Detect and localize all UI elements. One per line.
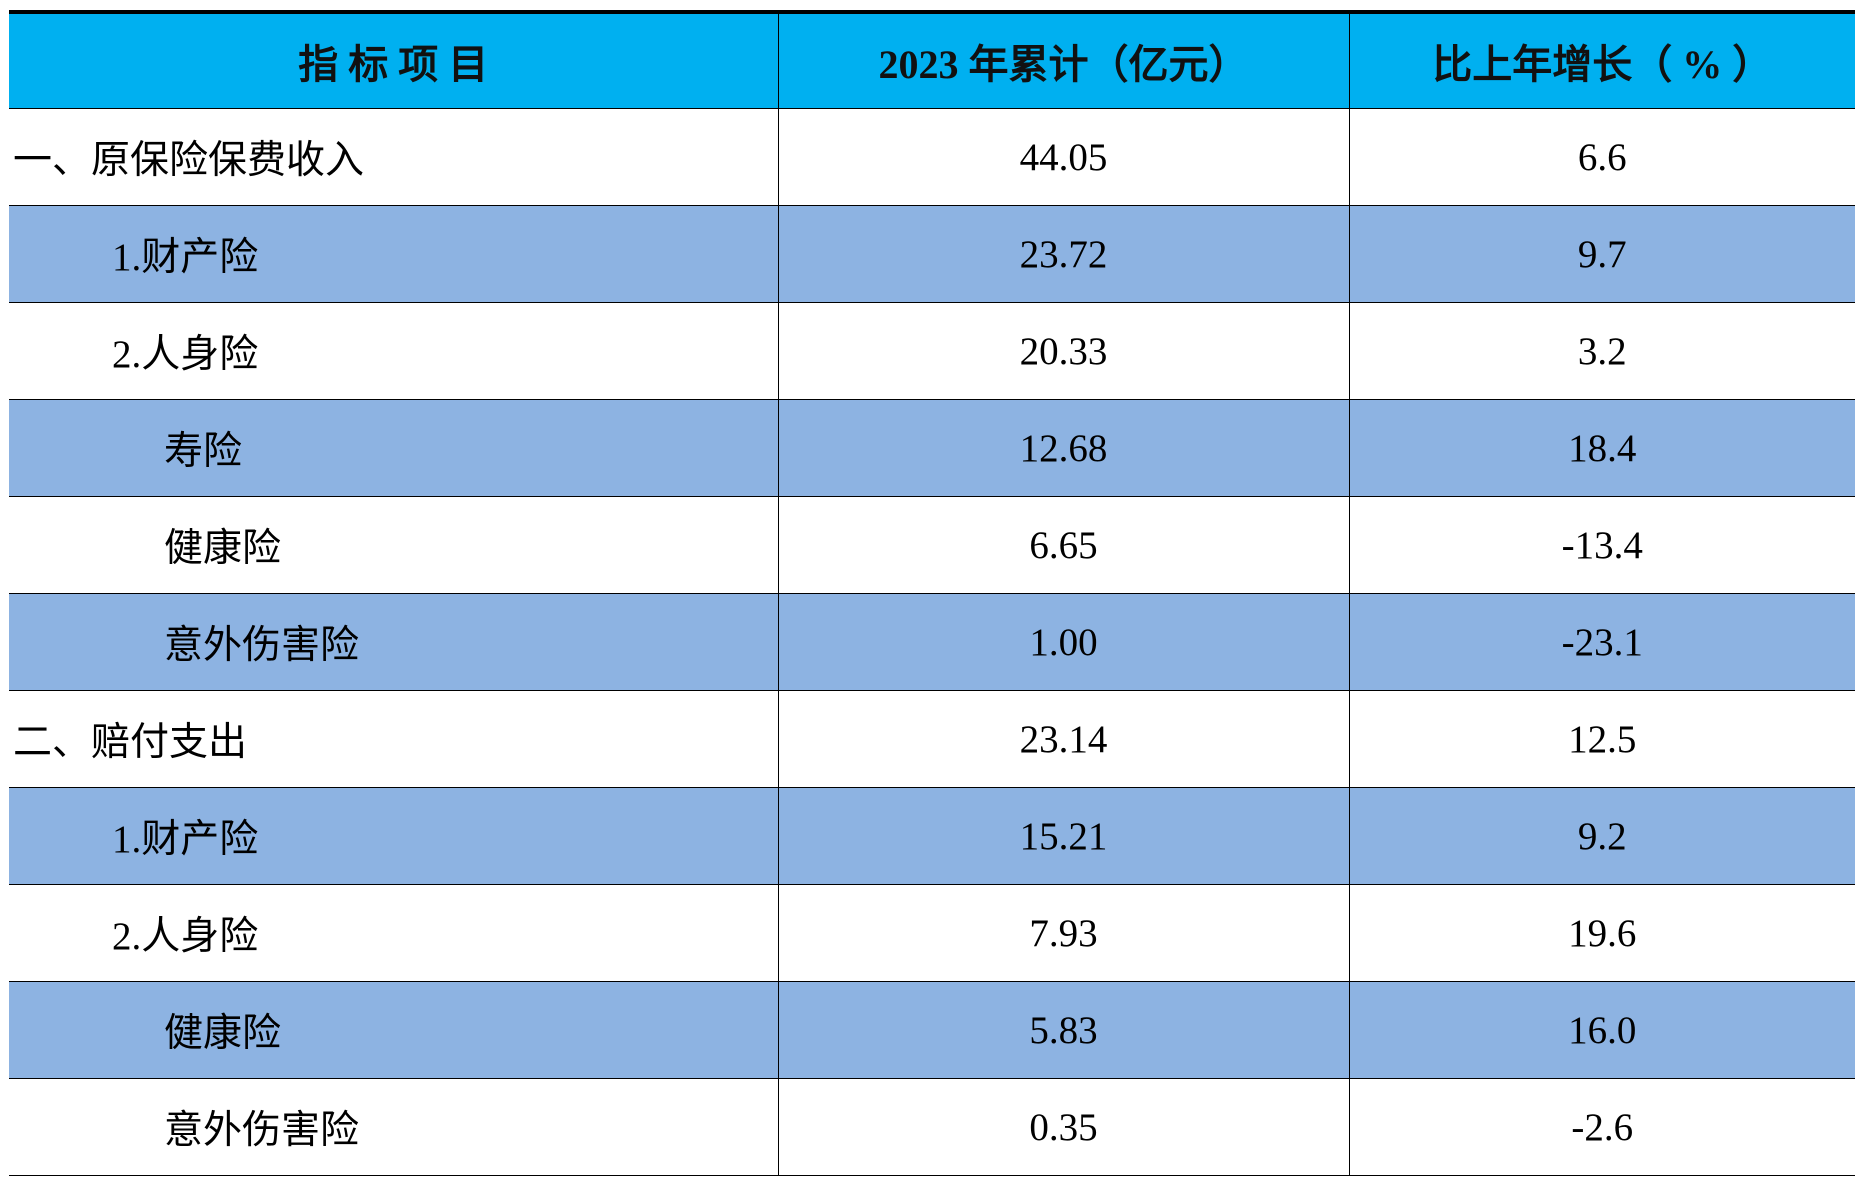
table-row: 意外伤害险 1.00 -23.1 bbox=[9, 593, 1855, 691]
value-cell: 6.65 bbox=[777, 496, 1349, 594]
item-cell: 2.人身险 bbox=[9, 884, 778, 982]
table-row: 健康险 5.83 16.0 bbox=[9, 981, 1855, 1079]
value-cell: 0.35 bbox=[777, 1078, 1349, 1176]
item-cell: 二、赔付支出 bbox=[9, 690, 778, 788]
table-row: 1.财产险 15.21 9.2 bbox=[9, 787, 1855, 885]
item-cell: 1.财产险 bbox=[9, 787, 778, 885]
value-cell: 5.83 bbox=[777, 981, 1349, 1079]
table-row: 健康险 6.65 -13.4 bbox=[9, 496, 1855, 594]
table-row: 2.人身险 7.93 19.6 bbox=[9, 884, 1855, 982]
table-row: 寿险 12.68 18.4 bbox=[9, 399, 1855, 497]
value-cell: 6.6 bbox=[1348, 108, 1855, 206]
value-cell: -23.1 bbox=[1348, 593, 1855, 691]
value-cell: 1.00 bbox=[777, 593, 1349, 691]
header-row: 指 标 项 目 2023 年累计（亿元） 比上年增长（ % ） bbox=[9, 12, 1855, 109]
header-cell: 比上年增长（ % ） bbox=[1348, 12, 1855, 109]
item-cell: 健康险 bbox=[9, 496, 778, 594]
value-cell: 23.14 bbox=[777, 690, 1349, 788]
item-cell: 健康险 bbox=[9, 981, 778, 1079]
value-cell: 20.33 bbox=[777, 302, 1349, 400]
value-cell: 44.05 bbox=[777, 108, 1349, 206]
item-cell: 意外伤害险 bbox=[9, 593, 778, 691]
table-row: 意外伤害险 0.35 -2.6 bbox=[9, 1078, 1855, 1176]
value-cell: -2.6 bbox=[1348, 1078, 1855, 1176]
item-cell: 一、原保险保费收入 bbox=[9, 108, 778, 206]
table-row: 2.人身险 20.33 3.2 bbox=[9, 302, 1855, 400]
item-cell: 寿险 bbox=[9, 399, 778, 497]
value-cell: 7.93 bbox=[777, 884, 1349, 982]
item-cell: 意外伤害险 bbox=[9, 1078, 778, 1176]
value-cell: 9.7 bbox=[1348, 205, 1855, 303]
value-cell: 3.2 bbox=[1348, 302, 1855, 400]
value-cell: 19.6 bbox=[1348, 884, 1855, 982]
table-row: 一、原保险保费收入 44.05 6.6 bbox=[9, 108, 1855, 206]
value-cell: 15.21 bbox=[777, 787, 1349, 885]
header-cell: 2023 年累计（亿元） bbox=[777, 12, 1349, 109]
item-cell: 2.人身险 bbox=[9, 302, 778, 400]
table-body: 一、原保险保费收入 44.05 6.6 1.财产险 23.72 9.7 2.人身险 20.33… bbox=[9, 108, 1855, 1176]
value-cell: 16.0 bbox=[1348, 981, 1855, 1079]
item-cell: 1.财产险 bbox=[9, 205, 778, 303]
value-cell: 12.5 bbox=[1348, 690, 1855, 788]
table-row: 1.财产险 23.72 9.7 bbox=[9, 205, 1855, 303]
data-table: 指 标 项 目 2023 年累计（亿元） 比上年增长（ % ） 一、原保险保费收… bbox=[9, 10, 1855, 1176]
value-cell: 12.68 bbox=[777, 399, 1349, 497]
value-cell: -13.4 bbox=[1348, 496, 1855, 594]
value-cell: 18.4 bbox=[1348, 399, 1855, 497]
header-cell: 指 标 项 目 bbox=[9, 12, 778, 109]
value-cell: 23.72 bbox=[777, 205, 1349, 303]
value-cell: 9.2 bbox=[1348, 787, 1855, 885]
table-row: 二、赔付支出 23.14 12.5 bbox=[9, 690, 1855, 788]
